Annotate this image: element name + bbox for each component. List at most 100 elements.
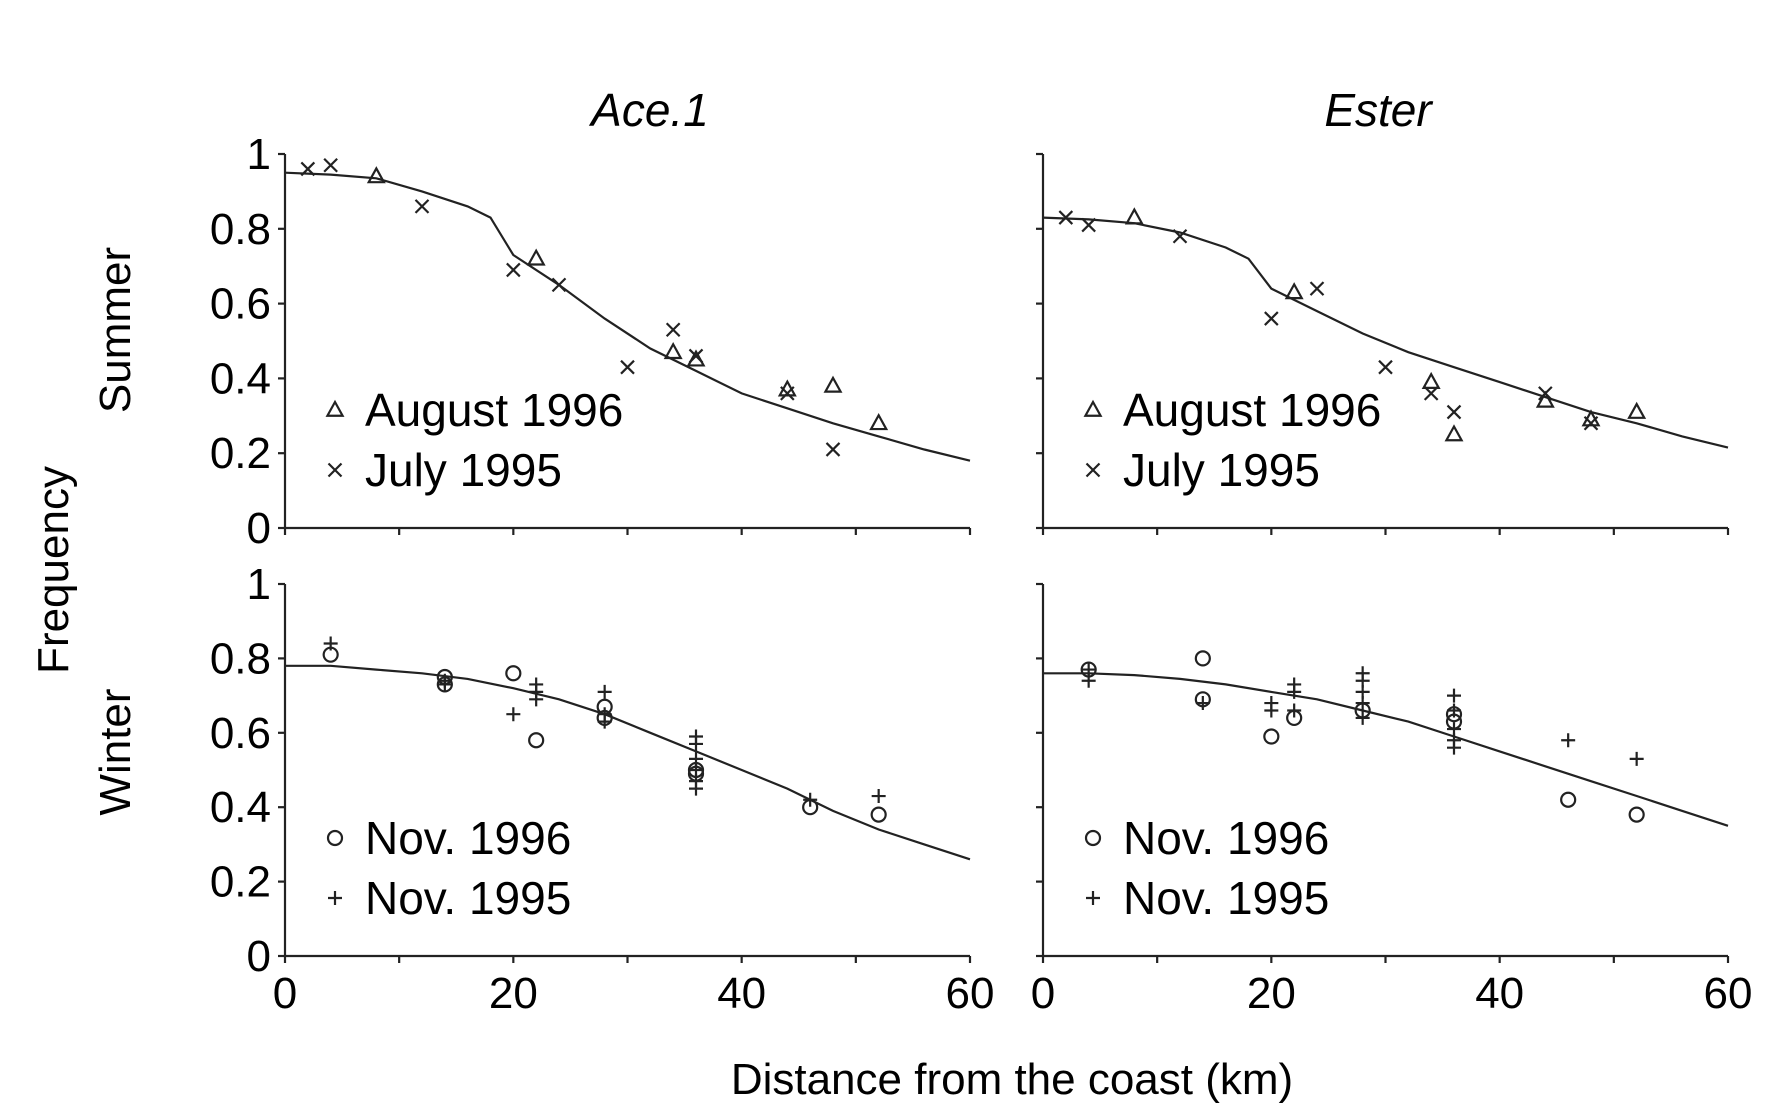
triangle-point — [366, 166, 386, 184]
legend-marker-triangle — [325, 399, 345, 417]
plus-point — [323, 636, 338, 651]
plus-point — [597, 684, 612, 699]
x-point — [1583, 416, 1599, 431]
plus-point — [437, 677, 452, 692]
triangle-point — [1124, 207, 1144, 225]
triangle-point — [869, 413, 889, 431]
legend-marker-triangle — [1083, 399, 1103, 417]
x-point — [1446, 404, 1462, 420]
plus-point — [597, 714, 612, 729]
y-tick-label: 0.6 — [210, 280, 271, 329]
legend-marker-x — [327, 462, 343, 478]
y-tick-label: 0.8 — [210, 634, 271, 683]
x-point — [323, 157, 338, 173]
x-point — [1309, 281, 1325, 296]
series-plus — [1081, 662, 1644, 766]
fit-curve — [1042, 216, 1729, 449]
column-title-ester: Ester — [1324, 84, 1433, 136]
plus-point — [506, 707, 521, 722]
x-point — [414, 199, 430, 214]
y-tick-label: 1 — [247, 560, 271, 609]
y-tick-label: 0.6 — [210, 709, 271, 758]
x-point — [665, 322, 681, 338]
x-point — [620, 359, 635, 375]
plus-point — [1447, 688, 1461, 703]
fit-curve — [1043, 672, 1729, 827]
circle-point — [1628, 806, 1645, 823]
x-tick-label: 0 — [273, 969, 297, 1018]
x-tick-label: 60 — [1704, 969, 1753, 1018]
plus-point — [1081, 673, 1096, 688]
triangle-point — [1627, 401, 1647, 419]
y-tick-label: 1 — [247, 130, 271, 179]
series-x — [1058, 210, 1599, 431]
column-title-ace1: Ace.1 — [588, 84, 709, 136]
plus-point — [689, 781, 703, 796]
triangle-point — [686, 349, 706, 367]
circle-point — [1263, 728, 1280, 745]
x-point — [825, 442, 841, 457]
x-point — [688, 348, 704, 364]
legend-label: August 1996 — [365, 384, 623, 436]
triangle-point — [823, 375, 843, 393]
legend-marker-circle — [326, 829, 344, 847]
plus-point — [871, 789, 886, 804]
x-point — [780, 386, 795, 401]
x-point — [1264, 311, 1279, 326]
legend-marker-plus — [1086, 891, 1100, 905]
plus-point — [1629, 751, 1644, 766]
x-point — [1378, 359, 1393, 375]
plus-point — [1264, 703, 1279, 718]
circle-point — [1194, 650, 1211, 667]
legend-marker-circle — [1084, 829, 1102, 847]
plus-point — [689, 736, 703, 751]
panel-ester-winter: 0 20 40 60 Nov. 1996 Nov. 1995 — [1031, 582, 1753, 1018]
plus-point — [1447, 740, 1461, 755]
triangle-point — [1284, 282, 1304, 300]
circle-point — [870, 806, 887, 823]
legend-marker-plus — [328, 891, 342, 905]
x-tick-label: 40 — [1475, 969, 1524, 1018]
y-tick-label: 0.8 — [210, 205, 271, 254]
row-label-summer: Summer — [91, 247, 140, 413]
y-tick-label: 0.4 — [210, 783, 271, 832]
legend-label: July 1995 — [1123, 444, 1320, 496]
circle-point — [528, 732, 545, 749]
legend-label: Nov. 1996 — [1123, 812, 1329, 864]
x-axis-label: Distance from the coast (km) — [731, 1055, 1293, 1104]
legend-label: July 1995 — [365, 444, 562, 496]
triangle-point — [1421, 371, 1441, 389]
plus-point — [1447, 703, 1461, 718]
y-tick-label: 0 — [247, 504, 271, 553]
legend-label: August 1996 — [1123, 384, 1381, 436]
y-tick-label: 0.2 — [210, 858, 271, 907]
triangle-point — [1535, 390, 1555, 408]
triangle-point — [1444, 424, 1464, 442]
panel-ace1-summer: 0 0.2 0.4 0.6 0.8 1 August 1996 July 1995 — [210, 130, 972, 553]
x-tick-label: 20 — [1247, 969, 1296, 1018]
fit-curve — [285, 664, 971, 861]
legend-label: Nov. 1996 — [365, 812, 571, 864]
x-tick-label: 60 — [946, 969, 995, 1018]
panel-ace1-winter: 0 0.2 0.4 0.6 0.8 1 0 20 40 60 Nov. 1996 Nov. 1995 — [210, 560, 995, 1018]
fit-curve — [284, 171, 971, 462]
triangle-point — [526, 248, 546, 266]
y-tick-label: 0 — [247, 932, 271, 981]
x-tick-label: 20 — [489, 969, 538, 1018]
circle-point — [1560, 791, 1577, 808]
x-point — [506, 262, 521, 278]
circle-point — [505, 665, 522, 682]
plus-point — [1195, 696, 1210, 711]
panel-ester-summer: August 1996 July 1995 — [1036, 152, 1730, 535]
legend-label: Nov. 1995 — [365, 872, 571, 924]
series-plus — [323, 636, 886, 807]
legend-label: Nov. 1995 — [1123, 872, 1329, 924]
plus-point — [1561, 733, 1576, 748]
legend-marker-x — [1085, 462, 1101, 478]
plus-point — [1355, 710, 1370, 725]
x-point — [1423, 386, 1439, 401]
plus-point — [1355, 696, 1370, 711]
triangle-point — [663, 341, 683, 360]
row-label-winter: Winter — [91, 688, 140, 815]
